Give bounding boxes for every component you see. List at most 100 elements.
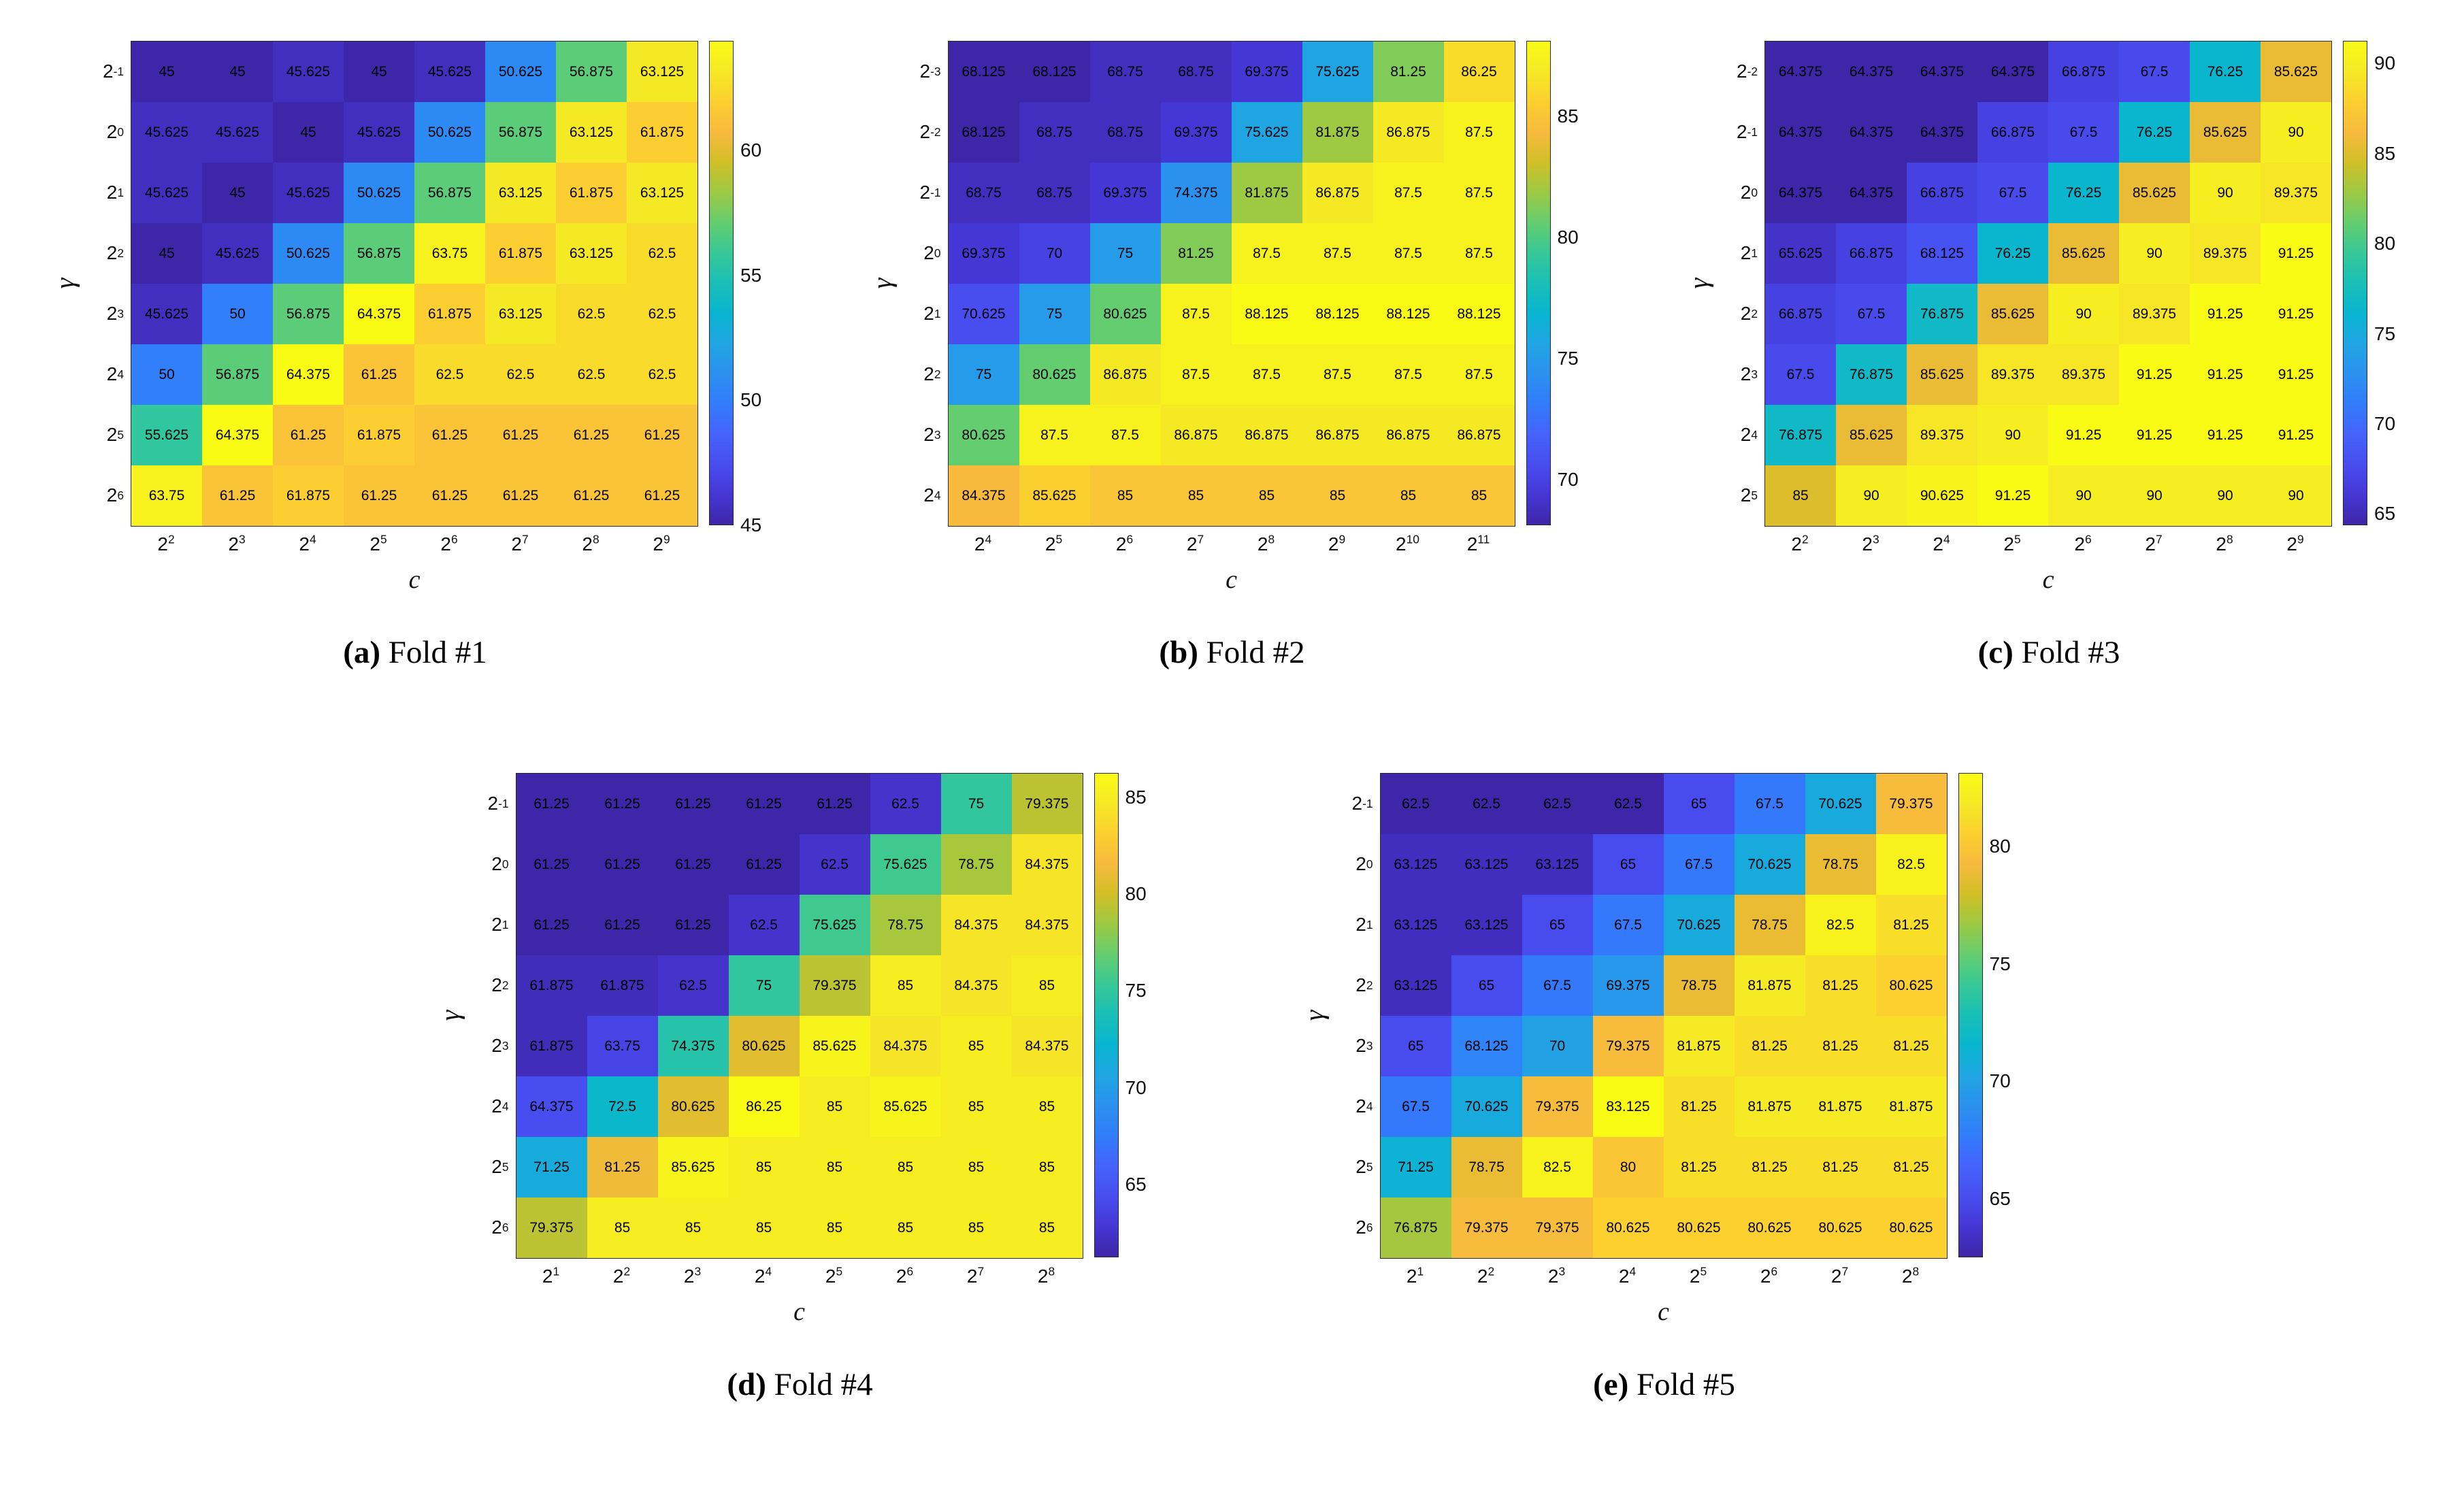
heatmap-cell: 85 [657,1198,729,1258]
heatmap-cell: 85 [1011,955,1083,1016]
heatmap-cell: 61.25 [587,834,658,895]
y-axis-label: γ [865,41,899,525]
heatmap-cell: 85 [1011,1198,1083,1258]
heatmap-cell: 75 [1019,284,1090,344]
heatmap-cell: 64.375 [344,284,414,344]
colorbar-tick-label: 70 [2374,412,2396,434]
heatmap-cell: 91.25 [2119,405,2190,465]
heatmap-cell: 65 [1522,895,1593,955]
x-tick-label: 26 [1760,1264,1778,1287]
heatmap-cell: 80.625 [1875,955,1947,1016]
heatmap-cell: 70.625 [948,284,1019,344]
x-tick-label: 27 [1186,532,1204,555]
heatmap-cell: 90 [2190,465,2261,526]
heatmap-cell: 85 [1765,465,1836,526]
heatmap-cell: 84.375 [1011,895,1083,955]
heatmap-cell: 68.125 [948,102,1019,163]
colorbar-gradient [2343,41,2367,525]
y-axis-ticks: 2 -1 2 0 2 1 2 2 2 3 2 4 2 5 2 6 [467,773,516,1257]
caption-letter: (d) [727,1367,766,1402]
y-axis-ticks: 2 -1 2 0 2 1 2 2 2 3 2 4 2 5 2 6 [82,41,131,525]
heatmap-cell: 78.75 [940,834,1012,895]
heatmap-cell: 56.875 [485,102,556,163]
y-axis-label-text: γ [49,278,80,288]
x-axis-label: c [2042,565,2054,594]
heatmap-cell: 65 [1451,955,1522,1016]
heatmap-cell: 50.625 [344,163,414,223]
heatmap-cell: 45 [131,223,202,284]
caption-text: Fold #1 [388,635,487,670]
colorbar: 65 70 75 80 [1958,773,2032,1257]
heatmap-cell: 61.25 [202,465,273,526]
heatmap-cell: 87.5 [1373,223,1444,284]
heatmap-cell: 68.75 [1089,102,1161,163]
heatmap-cell: 86.875 [1302,163,1373,223]
heatmap-cell: 61.25 [627,465,697,526]
plot-main: 68.125 68.125 68.75 68.75 69.375 75.625 81.25 8… [947,41,1515,595]
heatmap-cell: 87.5 [1019,405,1090,465]
heatmap-cell: 87.5 [1443,223,1515,284]
heatmap-grid: 62.5 62.5 62.5 62.5 65 67.5 70.625 79.375 63.125… [1379,773,1948,1259]
heatmap-cell: 45 [344,42,414,102]
heatmap-fold-3: γ 2 -2 2 -1 2 0 2 1 2 2 2 3 2 4 2 5 64.375 64.375 64.375 64.… [1681,41,2416,671]
heatmap-cell: 63.125 [1451,895,1522,955]
y-tick-label: 2 -3 [919,60,941,82]
heatmap-cell: 81.875 [1734,955,1805,1016]
heatmap-cell: 81.875 [1734,1076,1805,1137]
heatmap-grid: 45 45 45.625 45 45.625 50.625 56.875 63.125 45.6… [131,41,698,527]
heatmap-cell: 80 [1592,1137,1664,1198]
bottom-row: γ 2 -1 2 0 2 1 2 2 2 3 2 4 2 5 2 6 61.25 61.25 61.25 61.25 61… [48,773,2416,1403]
chart-caption: (a) Fold #1 [48,634,783,671]
plot-main: 62.5 62.5 62.5 62.5 65 67.5 70.625 79.375 63.125… [1379,773,1948,1327]
heatmap-cell: 61.875 [344,405,414,465]
heatmap-cell: 61.25 [516,895,587,955]
heatmap-cell: 61.25 [728,774,800,834]
heatmap-cell: 79.375 [1875,774,1947,834]
y-tick-label: 2 -2 [919,120,941,142]
x-tick-label: 28 [1037,1264,1055,1287]
heatmap-cell: 50.625 [485,42,556,102]
x-tick-label: 23 [1862,532,1879,555]
heatmap-cell: 72.5 [587,1076,658,1137]
x-tick-label: 21 [1406,1264,1424,1287]
chart-caption: (b) Fold #2 [865,634,1600,671]
heatmap-cell: 63.125 [627,42,697,102]
heatmap-cell: 91.25 [2261,284,2331,344]
y-axis-ticks: 2 -3 2 -2 2 -1 2 0 2 1 2 2 2 3 2 4 [899,41,948,525]
x-tick-label: 24 [1618,1264,1637,1287]
caption-letter: (c) [1977,635,2014,670]
x-tick-label: 210 [1396,532,1419,555]
heatmap-cell: 63.125 [627,163,697,223]
heatmap-cell: 78.75 [1451,1137,1522,1198]
heatmap-cell: 62.5 [485,344,556,405]
heatmap-cell: 79.375 [1592,1016,1664,1076]
heatmap-cell: 50.625 [273,223,344,284]
heatmap-cell: 85.625 [2119,163,2190,223]
heatmap-cell: 61.25 [414,405,485,465]
heatmap-cell: 81.25 [1734,1137,1805,1198]
heatmap-cell: 82.5 [1875,834,1947,895]
heatmap-cell: 87.5 [1089,405,1161,465]
heatmap-cell: 79.375 [516,1198,587,1258]
heatmap-cell: 85 [1302,465,1373,526]
heatmap-cell: 90 [2048,284,2119,344]
heatmap-cell: 70.625 [1805,774,1876,834]
x-tick-label: 24 [299,532,316,555]
colorbar-tick-label: 85 [1557,105,1579,127]
heatmap-cell: 67.5 [1734,774,1805,834]
x-tick-label: 24 [754,1264,772,1287]
heatmap-cell: 85 [1011,1076,1083,1137]
caption-letter: (b) [1159,635,1198,670]
heatmap-cell: 85.625 [1836,405,1907,465]
heatmap-cell: 69.375 [1592,955,1664,1016]
heatmap-cell: 79.375 [1451,1198,1522,1258]
heatmap-cell: 81.875 [1805,1076,1876,1137]
heatmap-cell: 69.375 [1231,42,1302,102]
